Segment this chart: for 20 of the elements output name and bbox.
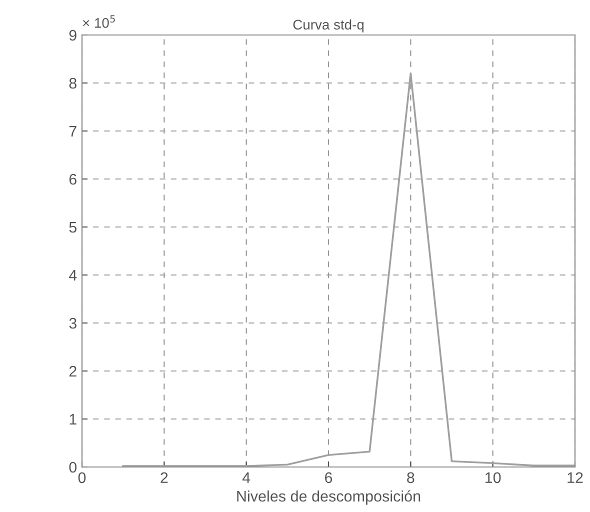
x-axis-title: Niveles de descomposición [237,490,420,505]
chart-title: Curva std-q [293,19,364,32]
x-tick-label: 10 [486,472,501,484]
y-tick-label: 9 [69,30,76,41]
y-tick-label: 3 [69,318,76,329]
y-tick-label: 6 [69,174,76,185]
x-tick-label: 8 [407,472,414,484]
x-tick-label: 6 [325,472,332,484]
x-tick-label: 12 [568,472,583,483]
y-tick-label: 1 [70,414,76,425]
y-tick-label: 8 [69,78,76,89]
y-tick-label: 0 [69,462,77,473]
x-tick-label: 4 [242,472,250,483]
y-tick-label: 4 [68,270,77,281]
y-tick-label: 5 [69,222,76,233]
y-tick-label: 7 [69,126,76,137]
y-tick-label: 2 [69,366,76,377]
x-tick-label: 0 [78,472,86,484]
x-tick-label: 2 [160,472,168,483]
text: × 10$^{5}$ [82,15,115,28]
